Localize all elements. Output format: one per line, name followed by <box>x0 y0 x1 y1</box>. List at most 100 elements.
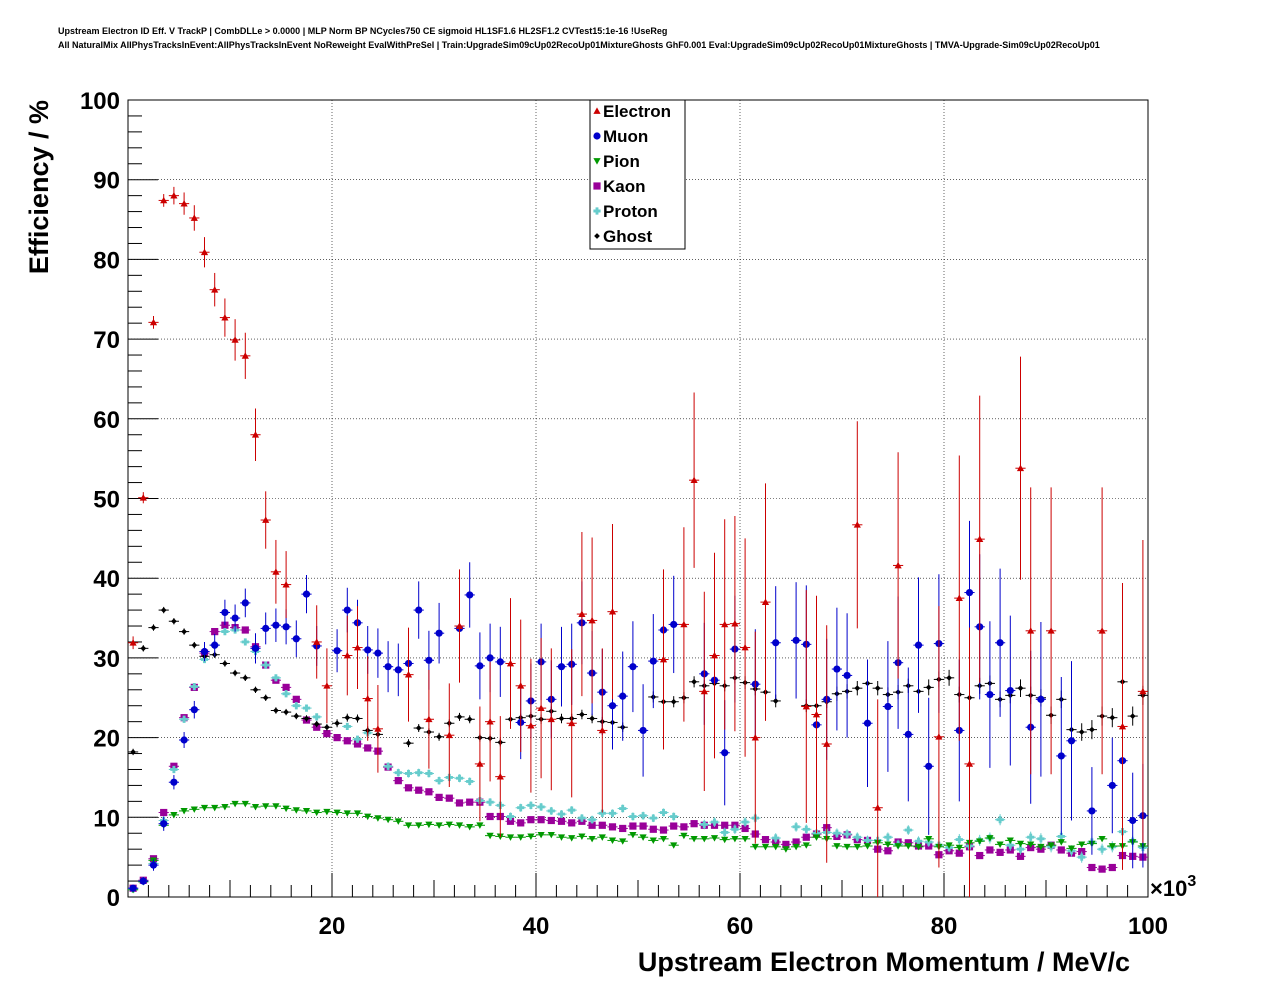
data-point <box>547 715 555 723</box>
data-point <box>1088 863 1096 872</box>
data-point <box>619 692 627 700</box>
x-tick-label: 100 <box>1128 913 1168 940</box>
data-point <box>721 749 729 757</box>
data-point <box>139 494 147 501</box>
data-point <box>588 821 596 829</box>
data-point <box>588 616 596 624</box>
data-point <box>160 820 168 828</box>
data-point <box>292 635 300 643</box>
data-point <box>579 711 585 718</box>
data-point <box>1078 729 1085 735</box>
data-point <box>343 737 351 745</box>
data-point <box>884 833 892 841</box>
legend-label-electron: Electron <box>603 102 671 121</box>
data-point <box>466 823 474 831</box>
data-point <box>802 833 810 841</box>
data-point <box>690 476 698 484</box>
series-pion <box>128 800 1148 894</box>
chart-title-line-2: All NaturalMix AllPhysTracksInEvent:AllP… <box>58 40 1100 50</box>
data-point <box>405 740 412 747</box>
legend-marker-proton <box>593 207 601 215</box>
data-point <box>802 702 810 710</box>
x-axis-exponent-base: ×10 <box>1150 876 1187 901</box>
data-point <box>761 598 770 605</box>
data-point <box>1047 627 1055 634</box>
x-tick-label: 40 <box>523 913 550 940</box>
data-point <box>1078 841 1086 848</box>
data-point <box>262 516 270 523</box>
data-point <box>374 649 382 657</box>
data-point <box>404 784 413 792</box>
data-point <box>1027 841 1035 848</box>
data-point <box>976 535 984 543</box>
data-point <box>598 726 606 734</box>
data-point <box>700 820 708 829</box>
grid <box>128 100 1149 897</box>
data-point <box>955 836 963 844</box>
data-point <box>323 682 331 689</box>
data-point <box>792 843 800 851</box>
data-point <box>1108 843 1116 850</box>
data-point <box>772 639 780 647</box>
data-point <box>150 624 157 631</box>
series-kaon <box>128 621 1148 892</box>
data-point <box>589 715 595 722</box>
data-point <box>690 835 698 843</box>
data-point <box>751 734 759 741</box>
data-point <box>914 641 923 649</box>
data-point <box>710 835 719 842</box>
data-point <box>353 643 362 651</box>
data-point <box>384 816 392 824</box>
data-point <box>547 831 555 839</box>
data-point <box>160 808 168 817</box>
data-point <box>996 841 1004 848</box>
data-point <box>996 816 1004 824</box>
data-point <box>466 591 474 599</box>
data-point <box>334 720 340 727</box>
data-point <box>965 760 974 767</box>
data-point <box>466 716 473 723</box>
data-point <box>211 804 219 812</box>
data-point <box>1057 832 1065 841</box>
data-point <box>578 814 586 822</box>
data-point <box>1006 841 1014 849</box>
y-tick-label: 20 <box>93 726 120 753</box>
data-point <box>282 580 290 588</box>
data-point <box>772 843 780 851</box>
data-point <box>792 636 800 644</box>
data-point <box>608 702 617 710</box>
data-point <box>1057 752 1065 760</box>
data-point <box>639 726 647 735</box>
data-point <box>772 834 780 842</box>
data-point <box>721 620 729 628</box>
data-point <box>313 638 321 645</box>
data-point <box>303 715 310 722</box>
axis-ticks: 20 40 60 80 100 0 10 20 30 40 50 60 70 80 90 100 <box>80 88 1168 940</box>
data-point <box>568 806 576 814</box>
data-point <box>619 804 627 813</box>
data-point <box>200 248 209 256</box>
data-point <box>588 816 596 824</box>
data-point <box>619 838 627 845</box>
data-point <box>190 706 198 714</box>
data-point <box>435 629 443 637</box>
data-point <box>181 628 187 635</box>
data-point <box>353 810 362 817</box>
data-point <box>313 809 321 817</box>
data-point <box>272 621 280 629</box>
data-point <box>292 702 300 710</box>
data-point <box>506 834 515 841</box>
data-point <box>527 801 535 809</box>
data-point <box>323 730 331 738</box>
data-point <box>659 655 668 663</box>
data-point <box>629 812 637 821</box>
data-point <box>364 744 372 752</box>
data-point <box>231 800 239 808</box>
data-point <box>731 620 739 627</box>
data-point <box>180 736 188 744</box>
data-point <box>649 814 657 822</box>
data-point <box>149 861 158 869</box>
data-point <box>608 837 617 845</box>
data-point <box>333 734 341 742</box>
